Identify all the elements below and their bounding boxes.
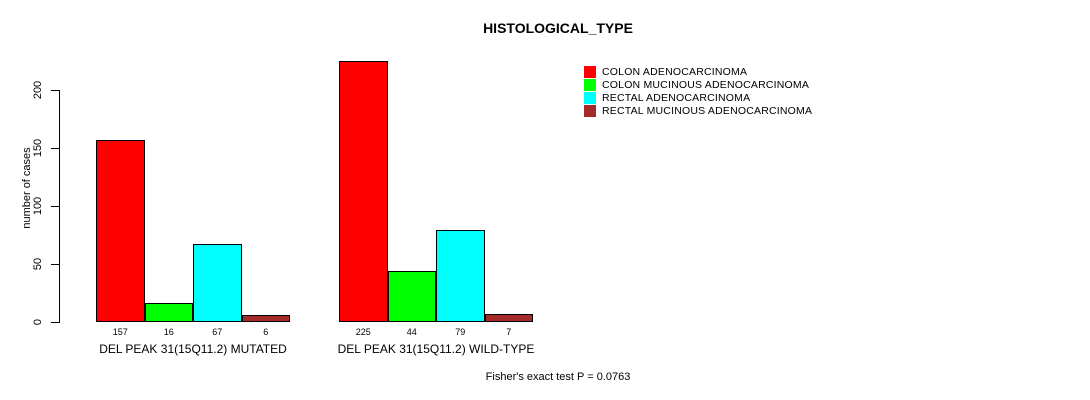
bar [484, 313, 533, 322]
group-label: DEL PEAK 31(15Q11.2) WILD-TYPE [337, 342, 535, 356]
legend-label: RECTAL MUCINOUS ADENOCARCINOMA [602, 104, 813, 117]
y-tick-label: 50 [32, 257, 44, 271]
fisher-test-annotation: Fisher's exact test P = 0.0763 [485, 371, 631, 383]
y-tick [51, 264, 59, 265]
legend-item: COLON ADENOCARCINOMA [584, 65, 812, 78]
bar-value-label: 225 [355, 327, 371, 337]
legend-item: RECTAL ADENOCARCINOMA [584, 91, 812, 104]
bar-value-label: 7 [506, 327, 512, 337]
y-axis-line [59, 90, 60, 323]
bar [193, 244, 242, 322]
legend-item: RECTAL MUCINOUS ADENOCARCINOMA [584, 104, 812, 117]
bar-value-label: 6 [263, 327, 269, 337]
legend: COLON ADENOCARCINOMA COLON MUCINOUS ADENO… [584, 65, 812, 117]
bar-value-label: 44 [406, 327, 417, 337]
bar-value-label: 157 [112, 327, 128, 337]
y-axis-label: number of cases [21, 147, 33, 229]
bar [96, 139, 145, 322]
y-tick-label: 100 [32, 196, 44, 216]
bar [339, 61, 388, 322]
bar [144, 303, 193, 322]
bar [241, 315, 290, 322]
legend-item: COLON MUCINOUS ADENOCARCINOMA [584, 78, 812, 91]
bar [436, 230, 485, 322]
legend-swatch [584, 91, 596, 104]
bar-value-label: 16 [163, 327, 174, 337]
legend-label: COLON ADENOCARCINOMA [602, 65, 748, 78]
chart-title: HISTOLOGICAL_TYPE [483, 20, 633, 36]
legend-swatch [584, 78, 596, 91]
bar-value-label: 67 [212, 327, 223, 337]
group-label: DEL PEAK 31(15Q11.2) MUTATED [99, 342, 287, 356]
y-tick [51, 148, 59, 149]
y-tick [51, 90, 59, 91]
legend-swatch [584, 104, 596, 117]
y-tick-label: 200 [32, 80, 44, 100]
bar [387, 270, 436, 322]
legend-swatch [584, 65, 596, 78]
legend-label: COLON MUCINOUS ADENOCARCINOMA [602, 78, 810, 91]
y-tick-label: 150 [32, 138, 44, 158]
legend-label: RECTAL ADENOCARCINOMA [602, 91, 751, 104]
y-tick [51, 206, 59, 207]
y-tick-label: 0 [32, 318, 44, 326]
y-tick [51, 322, 59, 323]
bar-value-label: 79 [455, 327, 466, 337]
